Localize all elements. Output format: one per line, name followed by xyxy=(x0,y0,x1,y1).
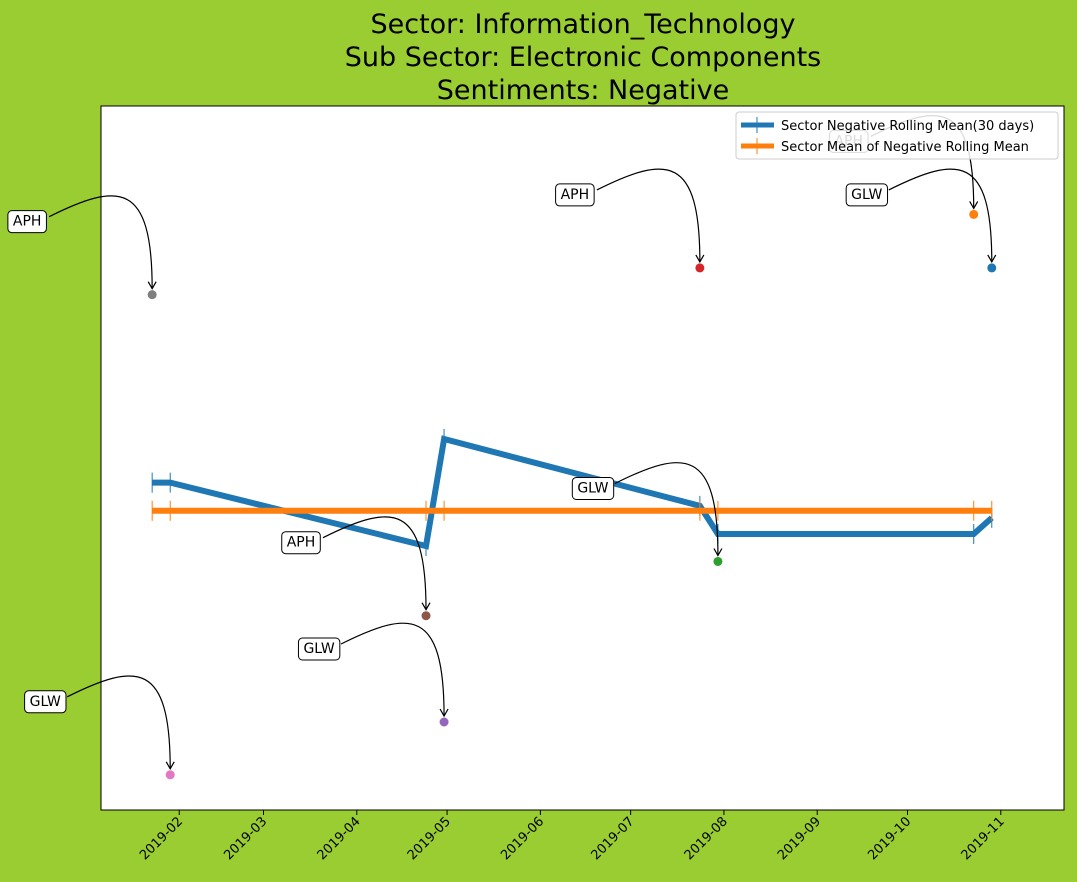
annotation-glw-7: GLW xyxy=(845,183,889,207)
annotation-arrow-2 xyxy=(322,516,431,611)
legend-box xyxy=(735,111,1059,160)
annotation-label-2: APH xyxy=(287,535,316,551)
x-tick-label-4: 2019-06 xyxy=(498,814,547,863)
chart-title: Sector: Information_Technology Sub Secto… xyxy=(345,9,821,106)
points-layer xyxy=(147,209,997,780)
data-point-glw-7 xyxy=(987,263,997,273)
annotation-label-1: GLW xyxy=(30,694,61,710)
annotation-arrow-5 xyxy=(614,462,723,557)
x-tick-label-2: 2019-04 xyxy=(315,814,364,863)
data-point-glw-3 xyxy=(439,717,449,727)
plot-area xyxy=(101,106,1064,810)
x-tick-label-7: 2019-09 xyxy=(775,814,824,863)
data-point-glw-1 xyxy=(165,770,175,780)
legend: Sector Negative Rolling Mean(30 days) Se… xyxy=(735,111,1059,160)
x-tick-label-9: 2019-11 xyxy=(959,814,1008,863)
annotation-box-5 xyxy=(571,476,615,500)
x-axis: 2019-02 2019-03 2019-04 2019-05 2019-06 2019-… xyxy=(137,810,1008,863)
data-point-aph-2 xyxy=(421,611,431,621)
annotation-box-0 xyxy=(7,210,47,234)
annotation-box-4 xyxy=(555,183,595,207)
x-tick-label-6: 2019-08 xyxy=(682,814,731,863)
annotation-arrow-0 xyxy=(48,195,157,290)
title-line-2: Sub Sector: Electronic Components xyxy=(345,42,821,73)
x-tick-label-0: 2019-02 xyxy=(137,814,186,863)
annotation-label-5: GLW xyxy=(577,480,608,496)
annotation-box-7 xyxy=(845,183,889,207)
title-line-3: Sentiments: Negative xyxy=(437,75,729,106)
annotation-aph-2: APH xyxy=(281,531,321,555)
annotation-glw-5: GLW xyxy=(571,476,615,500)
data-point-aph-6 xyxy=(969,209,979,219)
annotation-box-3 xyxy=(297,637,341,661)
data-point-glw-5 xyxy=(713,556,723,566)
annotation-layer: APHGLWAPHGLWAPHGLWAPHGLW xyxy=(7,115,997,771)
title-line-1: Sector: Information_Technology xyxy=(370,9,795,40)
annotation-arrow-7 xyxy=(888,168,997,264)
x-tick-label-3: 2019-05 xyxy=(405,814,454,863)
annotation-arrow-4 xyxy=(596,168,705,264)
annotation-arrow-1 xyxy=(66,675,175,771)
x-tick-label-1: 2019-03 xyxy=(221,814,270,863)
annotation-label-0: APH xyxy=(13,214,42,230)
annotation-arrow-3 xyxy=(340,622,449,718)
series-layer xyxy=(151,428,994,556)
annotation-label-3: GLW xyxy=(303,641,334,657)
annotation-aph-0: APH xyxy=(7,210,47,234)
annotation-aph-4: APH xyxy=(555,183,595,207)
annotation-label-4: APH xyxy=(561,187,590,203)
annotation-glw-3: GLW xyxy=(297,637,341,661)
data-point-aph-4 xyxy=(695,263,705,273)
annotation-glw-1: GLW xyxy=(24,690,67,714)
data-point-aph-0 xyxy=(147,290,157,300)
x-tick-label-5: 2019-07 xyxy=(588,814,637,863)
series-line-0 xyxy=(152,435,994,550)
annotation-label-7: GLW xyxy=(851,187,882,203)
legend-label-rolling-mean: Sector Negative Rolling Mean(30 days) xyxy=(781,119,1034,134)
x-tick-label-8: 2019-10 xyxy=(865,814,914,863)
plot-frame xyxy=(100,105,1065,811)
legend-label-mean: Sector Mean of Negative Rolling Mean xyxy=(781,140,1029,155)
annotation-box-2 xyxy=(281,531,321,555)
annotation-box-1 xyxy=(24,690,67,714)
